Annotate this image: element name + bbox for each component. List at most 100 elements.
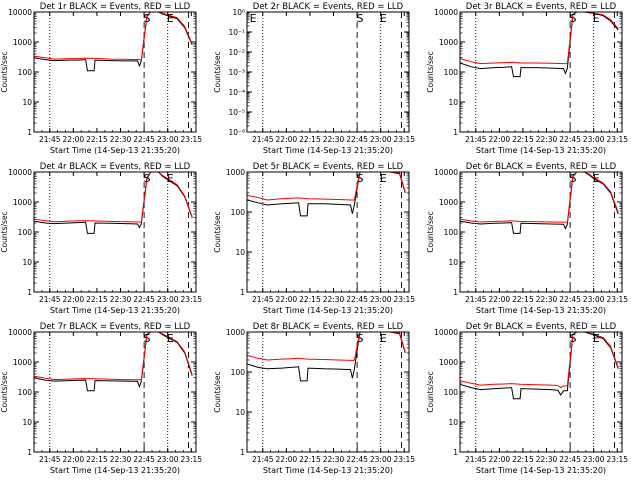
x-tick-label: 22:45 [133, 295, 155, 304]
x-tick-label: 22:00 [63, 295, 85, 304]
y-tick-label: 100 [231, 368, 246, 377]
x-tick-label: 23:00 [583, 455, 605, 464]
y-axis-label: Counts/sec [0, 51, 9, 92]
plot-frame [459, 331, 623, 453]
y-tick-label: 1000 [439, 198, 458, 207]
x-axis-label: Start Time (14-Sep-13 21:35:20) [476, 306, 606, 315]
y-tick-label: 10 [448, 418, 458, 427]
y-tick-label: 10 [235, 248, 245, 257]
x-tick-label: 22:45 [559, 455, 581, 464]
y-axis-label: Counts/sec [426, 211, 435, 252]
x-tick-label: 23:15 [180, 135, 202, 144]
x-tick-label: 22:30 [536, 135, 558, 144]
chart-title: Det 2r BLACK = Events, RED = LLD [253, 2, 404, 12]
chart-panel-6: Det 6r BLACK = Events, RED = LLD Start Ti… [426, 162, 628, 315]
y-tick-label: 100 [18, 68, 33, 77]
y-tick-label: 100 [231, 208, 246, 217]
plot-frame [246, 11, 410, 133]
chart-panel-4: Det 4r BLACK = Events, RED = LLD Start Ti… [0, 162, 202, 315]
chart-title: Det 9r BLACK = Events, RED = LLD [466, 322, 617, 332]
y-axis-label: Counts/sec [213, 371, 222, 412]
x-axis-label: Start Time (14-Sep-13 21:35:20) [263, 466, 393, 475]
y-tick-label: 10⁻² [228, 48, 245, 57]
lld-series-line [459, 331, 619, 389]
x-tick-label: 22:30 [110, 455, 132, 464]
x-tick-label: 22:45 [559, 135, 581, 144]
end-marker: E [167, 172, 174, 185]
y-tick-label: 1 [453, 288, 458, 297]
x-tick-label: 23:00 [370, 455, 392, 464]
chart-panel-1: Det 1r BLACK = Events, RED = LLD Start Ti… [0, 2, 202, 155]
x-tick-label: 22:30 [323, 455, 345, 464]
y-tick-label: 10 [22, 98, 32, 107]
y-tick-label: 1000 [226, 328, 245, 337]
y-axis-label: Counts/sec [426, 51, 435, 92]
y-tick-label: 100 [18, 228, 33, 237]
x-tick-label: 23:15 [606, 295, 628, 304]
x-tick-label: 22:15 [299, 455, 321, 464]
end-marker: E [250, 12, 257, 25]
y-tick-label: 100 [444, 388, 459, 397]
y-tick-label: 1 [27, 448, 32, 457]
y-tick-label: 1 [27, 128, 32, 137]
x-tick-label: 23:15 [606, 135, 628, 144]
y-tick-label: 10000 [434, 168, 458, 177]
y-tick-label: 10⁻¹ [228, 28, 245, 37]
y-tick-label: 1000 [226, 168, 245, 177]
x-tick-label: 22:30 [110, 295, 132, 304]
chart-panel-8: Det 8r BLACK = Events, RED = LLD Start Ti… [213, 322, 415, 475]
x-tick-label: 23:00 [370, 295, 392, 304]
y-tick-label: 10000 [434, 8, 458, 17]
x-tick-label: 21:45 [252, 455, 274, 464]
x-tick-label: 21:45 [39, 135, 61, 144]
y-tick-label: 10000 [8, 8, 32, 17]
x-axis-label: Start Time (14-Sep-13 21:35:20) [50, 306, 180, 315]
x-tick-label: 22:45 [346, 295, 368, 304]
y-tick-label: 1 [453, 128, 458, 137]
y-tick-label: 1000 [13, 38, 32, 47]
y-tick-label: 10⁻⁵ [228, 108, 245, 117]
x-tick-label: 23:00 [157, 295, 179, 304]
events-series-line [33, 331, 193, 392]
y-axis-label: Counts/sec [213, 211, 222, 252]
y-tick-label: 10 [235, 408, 245, 417]
x-tick-label: 22:15 [86, 135, 108, 144]
events-series-line [33, 171, 193, 234]
y-tick-label: 100 [444, 68, 459, 77]
end-marker: E [380, 332, 387, 345]
y-tick-label: 1 [453, 448, 458, 457]
y-tick-label: 1 [240, 288, 245, 297]
x-tick-label: 22:15 [86, 295, 108, 304]
x-tick-label: 21:45 [465, 295, 487, 304]
plot-frame [459, 171, 623, 293]
x-tick-label: 22:00 [63, 455, 85, 464]
chart-panel-5: Det 5r BLACK = Events, RED = LLD Start Ti… [213, 162, 415, 315]
end-marker: E [593, 12, 600, 25]
x-axis-label: Start Time (14-Sep-13 21:35:20) [50, 146, 180, 155]
y-tick-label: 10000 [8, 168, 32, 177]
x-tick-label: 22:15 [86, 455, 108, 464]
y-tick-label: 10⁻³ [228, 68, 245, 77]
x-tick-label: 22:30 [323, 135, 345, 144]
y-tick-label: 10⁰ [232, 8, 245, 17]
start-marker: S [570, 172, 577, 185]
y-axis-label: Counts/sec [0, 211, 9, 252]
y-tick-label: 100 [444, 228, 459, 237]
x-tick-label: 22:15 [512, 455, 534, 464]
chart-title: Det 8r BLACK = Events, RED = LLD [253, 322, 404, 332]
y-axis-label: Counts/sec [426, 371, 435, 412]
x-tick-label: 22:15 [512, 135, 534, 144]
y-tick-label: 10 [22, 418, 32, 427]
x-tick-label: 22:45 [133, 455, 155, 464]
y-tick-label: 10000 [8, 328, 32, 337]
x-tick-label: 22:45 [346, 455, 368, 464]
x-tick-label: 22:15 [299, 295, 321, 304]
x-tick-label: 22:45 [346, 135, 368, 144]
x-tick-label: 22:00 [276, 135, 298, 144]
x-tick-label: 23:15 [180, 295, 202, 304]
plot-frame [33, 171, 197, 293]
y-tick-label: 100 [18, 388, 33, 397]
x-tick-label: 22:45 [559, 295, 581, 304]
start-marker: S [570, 12, 577, 25]
y-axis-label: Counts/sec [0, 371, 9, 412]
